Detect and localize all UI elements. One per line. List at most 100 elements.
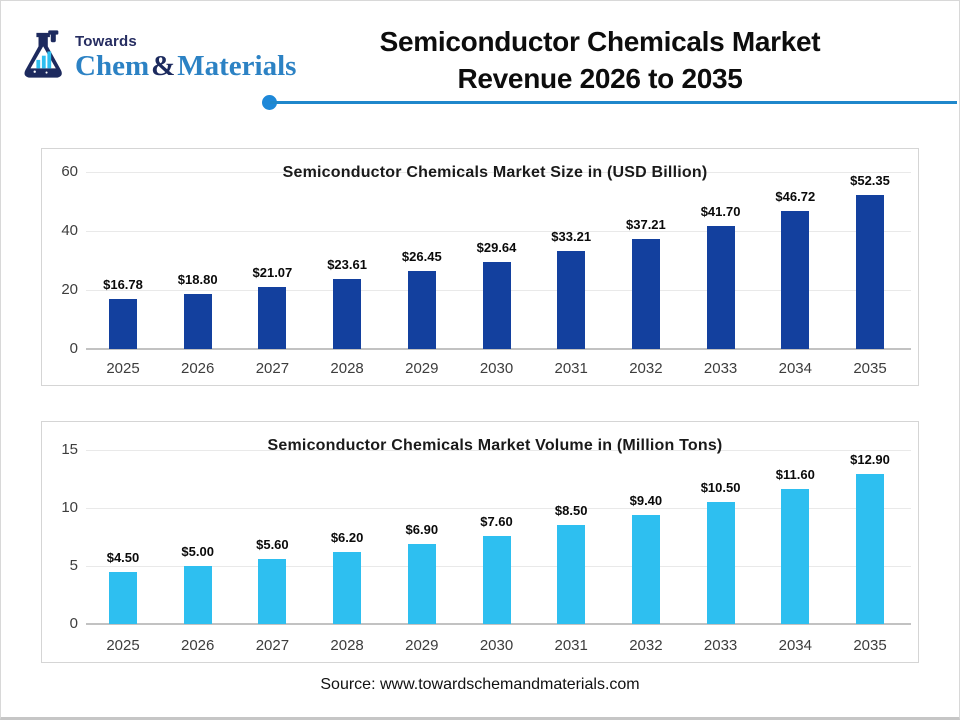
x-tick-label: 2033 [703,360,738,377]
x-tick-label: 2034 [778,637,812,654]
x-tick-label: 2035 [853,360,887,377]
x-tick-label: 2032 [629,637,663,654]
bar-2035 [856,474,884,624]
bar-value-label: $8.50 [554,503,588,519]
bar-value-label: $46.72 [775,189,816,205]
logo-materials: Materials [177,50,297,82]
bar-value-label: $7.60 [480,513,513,529]
bar-value-label: $23.61 [327,257,367,273]
chart-title-market-size: Semiconductor Chemicals Market Size in (… [282,164,708,181]
gridline-y15 [86,450,911,451]
underline-line [270,101,957,104]
bar-2031 [557,525,586,624]
logo-brand-name: Chem&Materials [75,51,296,81]
bar-2030 [482,261,511,349]
x-tick-label: 2032 [629,360,663,377]
brand-logo: Towards Chem&Materials [17,25,296,83]
gridline-y60 [86,172,911,173]
bar-value-label: $5.60 [256,537,289,553]
bar-value-label: $41.70 [700,203,741,219]
y-tick-label: 20 [61,281,78,298]
x-tick-label: 2028 [330,360,364,377]
bar-value-label: $18.80 [177,271,218,287]
chemistry-flask-icon [24,30,62,78]
bar-2032 [631,239,660,349]
bar-2034 [781,489,810,624]
bar-value-label: $33.21 [551,229,592,245]
x-tick-label: 2025 [106,360,140,377]
bar-value-label: $5.00 [181,544,214,559]
chart-title-market-volume: Semiconductor Chemicals Market Volume in… [267,437,723,454]
page-title-line2: Revenue 2026 to 2035 [457,63,743,94]
bar-2032 [631,514,660,624]
bar-2029 [407,543,436,624]
bar-value-label: $11.60 [775,467,815,483]
source-line: Source: www.towardschemandmaterials.com [320,676,640,693]
underline-dot-icon [262,95,277,110]
y-tick-label: 5 [69,557,78,574]
x-tick-label: 2027 [255,360,290,377]
x-tick-label: 2031 [554,637,588,654]
logo-chem: Chem [75,50,150,82]
gridline-y40 [86,231,911,232]
logo-towards-label: Towards [75,33,137,50]
bar-value-label: $29.64 [476,239,517,255]
bar-value-label: $6.90 [405,521,439,537]
logo-ampersand: & [151,50,176,82]
page-title: Semiconductor Chemicals Market Revenue 2… [241,23,959,97]
x-tick-label: 2027 [255,637,290,654]
bar-value-label: $16.78 [103,277,143,293]
bar-value-label: $37.21 [626,217,666,233]
bar-2029 [407,270,436,349]
bar-value-label: $21.07 [252,264,293,280]
y-tick-label: 0 [69,340,78,357]
bar-2028 [333,279,362,349]
bar-2025 [109,571,137,624]
x-tick-label: 2026 [181,360,215,377]
page-title-line1: Semiconductor Chemicals Market [379,26,821,57]
bar-value-label: $52.35 [850,172,890,188]
bar-2027 [258,559,287,624]
gridline-y10 [86,508,911,509]
x-tick-label: 2025 [106,637,140,654]
market-volume-chart-panel: Semiconductor Chemicals Market Volume in… [41,421,919,663]
x-tick-label: 2030 [479,360,514,377]
bar-2033 [706,225,735,349]
x-tick-label: 2029 [405,360,439,377]
bar-2031 [557,251,586,349]
x-tick-label: 2034 [778,360,812,377]
market-size-plot-area: 0 20 40 60 $16.78 2025 $18.80 2026 $21.07 2027 $23… [42,149,918,385]
bar-value-label: $26.45 [401,248,442,264]
x-tick-label: 2030 [479,637,514,654]
bar-2034 [781,211,810,349]
market-size-chart-panel: Semiconductor Chemicals Market Size in (… [41,148,919,386]
y-tick-label: 0 [69,615,78,632]
x-tick-label: 2028 [330,637,364,654]
bar-2033 [706,502,735,624]
bar-2035 [856,194,884,349]
y-tick-label: 40 [61,222,78,239]
bar-2027 [258,286,287,349]
title-underline [262,95,957,111]
bar-2026 [183,293,212,349]
x-tick-label: 2029 [405,637,439,654]
y-tick-label: 10 [61,499,78,516]
x-axis-line [86,348,911,350]
bar-value-label: $9.40 [629,492,663,508]
x-axis-line [86,623,911,625]
x-tick-label: 2033 [703,637,738,654]
bar-value-label: $10.50 [700,480,741,496]
bar-2026 [183,566,212,624]
x-tick-label: 2035 [853,637,887,654]
bar-value-label: $4.50 [106,549,140,565]
bar-2030 [482,535,511,624]
x-tick-label: 2026 [181,637,215,654]
bar-value-label: $12.90 [850,452,890,468]
x-tick-label: 2031 [554,360,588,377]
bar-2028 [333,552,362,624]
y-tick-label: 15 [61,441,78,458]
bar-2025 [109,299,137,349]
y-tick-label: 60 [61,163,78,180]
market-volume-plot-area: 0 5 10 15 $4.50 2025 $5.00 2026 $5.60 2027 $6.20 20… [42,422,918,662]
